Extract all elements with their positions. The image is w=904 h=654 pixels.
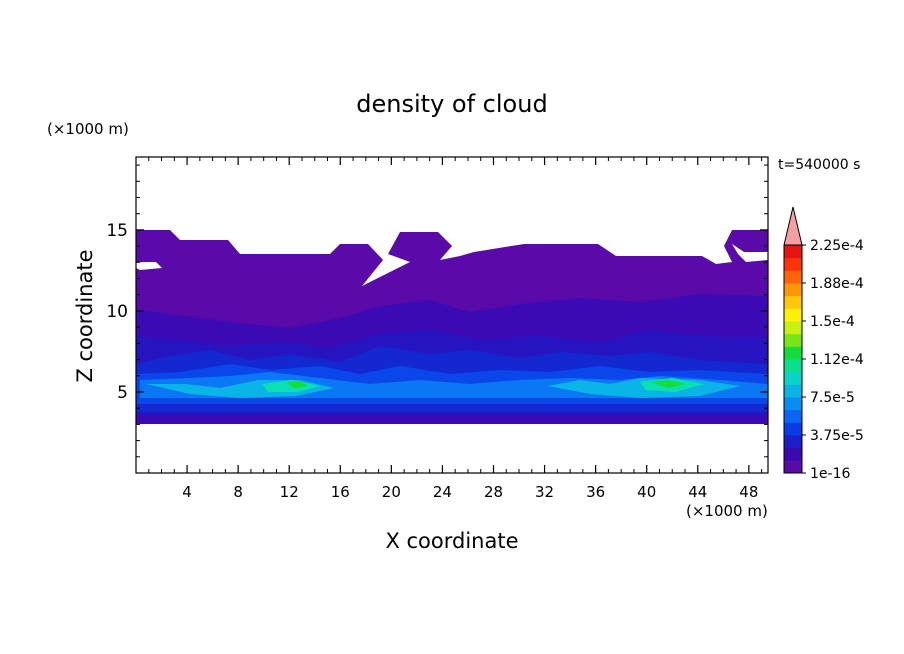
x-tick-label: 4 <box>182 483 192 501</box>
x-axis-label: X coordinate <box>385 529 518 553</box>
x-tick-label: 16 <box>331 483 350 501</box>
y-tick-label: 5 <box>117 383 128 403</box>
colorbar-label: 1e-16 <box>810 466 850 482</box>
x-tick-label: 48 <box>739 483 758 501</box>
colorbar-label: 1.12e-4 <box>810 352 864 368</box>
contour-gap-left <box>136 262 162 270</box>
contour-field <box>136 230 768 424</box>
colorbar-swatch <box>784 346 802 360</box>
time-label: t=540000 s <box>778 157 860 173</box>
y-axis-label: Z coordinate <box>73 249 97 382</box>
x-tick-label: 40 <box>637 483 656 501</box>
x-tick-label: 12 <box>280 483 299 501</box>
x-tick-label: 44 <box>688 483 707 501</box>
colorbar-swatch <box>784 397 802 411</box>
colorbar-swatch <box>784 308 802 322</box>
colorbar-swatch <box>784 257 802 271</box>
colorbar: 1e-16 3.75e-5 7.5e-5 1.12e-4 1.5e-4 1.88e-4 2.… <box>783 206 864 482</box>
colorbar-label: 1.88e-4 <box>810 276 864 292</box>
contour-level-9b <box>286 381 308 388</box>
colorbar-swatch <box>784 460 802 474</box>
x-tick-label: 32 <box>535 483 554 501</box>
colorbar-label: 1.5e-4 <box>810 314 855 330</box>
colorbar-swatch <box>784 245 802 259</box>
x-axis-ticks: 4 8 12 16 20 24 28 32 36 40 44 48 <box>148 157 763 501</box>
colorbar-swatch <box>784 409 802 423</box>
x-tick-label: 20 <box>382 483 401 501</box>
x-tick-label: 24 <box>433 483 452 501</box>
colorbar-swatch <box>784 359 802 373</box>
y-tick-label: 15 <box>106 221 128 241</box>
contour-level-9 <box>650 380 686 388</box>
colorbar-overflow-arrow <box>783 206 803 246</box>
y-tick-label: 10 <box>106 302 128 322</box>
y-axis-unit: (×1000 m) <box>47 120 129 138</box>
colorbar-swatch <box>784 321 802 335</box>
chart-title: density of cloud <box>356 90 547 118</box>
contour-gap-right <box>732 244 768 262</box>
y-axis-ticks: 5 10 15 <box>106 164 768 458</box>
x-axis-unit: (×1000 m) <box>686 502 768 520</box>
contour-level-8 <box>262 380 320 392</box>
colorbar-swatch <box>784 283 802 297</box>
plot-frame <box>135 156 769 474</box>
colorbar-swatch <box>784 295 802 309</box>
x-tick-label: 28 <box>484 483 503 501</box>
colorbar-label: 3.75e-5 <box>810 428 864 444</box>
colorbar-swatch <box>784 422 802 436</box>
colorbar-swatch <box>784 384 802 398</box>
x-tick-label: 8 <box>233 483 243 501</box>
x-tick-label: 36 <box>586 483 605 501</box>
colorbar-swatch <box>784 435 802 449</box>
colorbar-swatch <box>784 371 802 385</box>
colorbar-swatch <box>784 447 802 461</box>
colorbar-swatch <box>784 333 802 347</box>
colorbar-label: 7.5e-5 <box>810 390 855 406</box>
colorbar-swatch <box>784 270 802 284</box>
colorbar-label: 2.25e-4 <box>810 238 864 254</box>
